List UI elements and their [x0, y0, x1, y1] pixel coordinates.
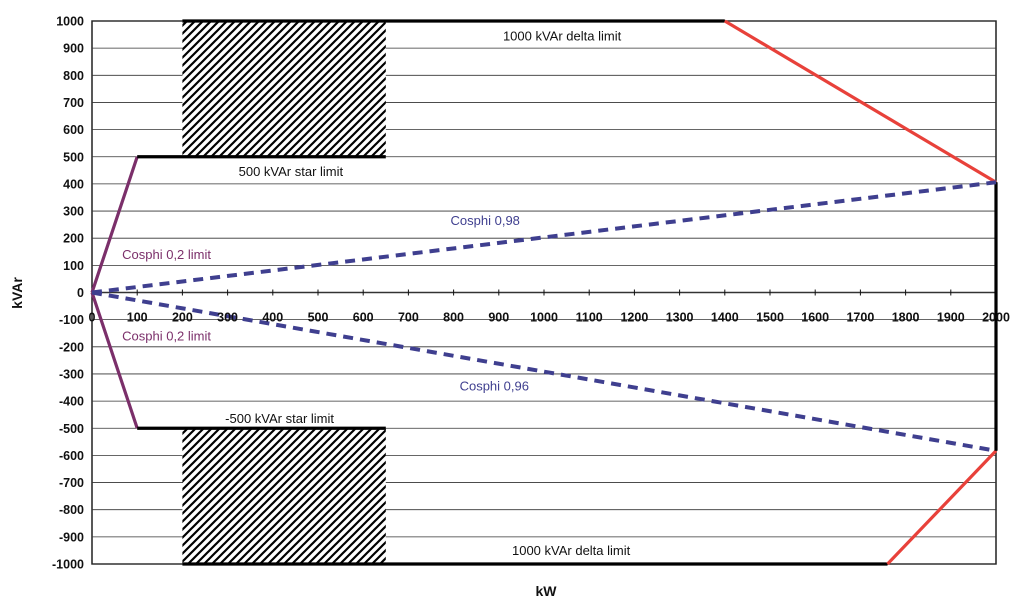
annotation-label: -500 kVAr star limit	[225, 411, 334, 426]
y-tick-label: 600	[63, 123, 84, 137]
y-tick-label: 0	[77, 286, 84, 300]
y-tick-label: -100	[59, 313, 84, 327]
hatched-region	[182, 428, 386, 564]
hatched-regions	[182, 21, 386, 564]
y-tick-label: -800	[59, 503, 84, 517]
series-red-boundary-upper	[723, 19, 997, 184]
annotation-label: 1000 kVAr delta limit	[512, 543, 631, 558]
x-tick-label: 1300	[666, 311, 694, 325]
series-cosphi-02-upper	[90, 156, 139, 294]
y-tick-label: -400	[59, 395, 84, 409]
x-tick-label: 500	[308, 311, 329, 325]
x-tick-label: 800	[443, 311, 464, 325]
annotation-label: 500 kVAr star limit	[239, 164, 344, 179]
annotation-label: Cosphi 0,98	[451, 213, 520, 228]
y-tick-label: 200	[63, 232, 84, 246]
y-tick-label: 100	[63, 259, 84, 273]
y-tick-label: -1000	[52, 558, 84, 572]
y-tick-label: 500	[63, 150, 84, 164]
x-tick-label: 1900	[937, 311, 965, 325]
x-tick-label: 900	[488, 311, 509, 325]
x-tick-label: 2000	[982, 311, 1010, 325]
annotation-label: 1000 kVAr delta limit	[503, 28, 622, 43]
y-tick-label: -600	[59, 449, 84, 463]
x-tick-label: 1000	[530, 311, 558, 325]
y-tick-label: -700	[59, 476, 84, 490]
x-tick-label: 1700	[846, 311, 874, 325]
y-tick-label: 300	[63, 205, 84, 219]
y-tick-label: -900	[59, 530, 84, 544]
y-tick-label: 400	[63, 177, 84, 191]
x-tick-label: 200	[172, 311, 193, 325]
tick-labels: 10009008007006005004003002001000-100-200…	[52, 15, 1010, 572]
y-tick-label: -500	[59, 422, 84, 436]
annotation-label: Cosphi 0,2 limit	[122, 247, 211, 262]
x-tick-label: 400	[262, 311, 283, 325]
x-tick-label: 100	[127, 311, 148, 325]
x-tick-label: 700	[398, 311, 419, 325]
y-tick-label: 800	[63, 69, 84, 83]
y-tick-label: 1000	[56, 15, 84, 29]
x-tick-label: 1800	[892, 311, 920, 325]
x-tick-label: 0	[89, 311, 96, 325]
x-axis-title: kW	[536, 583, 558, 599]
x-tick-label: 600	[353, 311, 374, 325]
hatched-region	[182, 21, 386, 157]
x-tick-label: 1200	[620, 311, 648, 325]
series-red-boundary-lower	[886, 449, 998, 566]
y-tick-label: 700	[63, 96, 84, 110]
x-tick-label: 1600	[801, 311, 829, 325]
x-tick-label: 1400	[711, 311, 739, 325]
x-tick-label: 1100	[576, 311, 603, 325]
series-cosphi-02-lower	[90, 291, 139, 429]
annotations: 1000 kVAr delta limit 500 kVAr star limit…	[122, 28, 630, 557]
x-tick-label: 1500	[756, 311, 784, 325]
series-layer	[90, 19, 998, 566]
y-tick-label: 900	[63, 42, 84, 56]
annotation-label: Cosphi 0,2 limit	[122, 328, 211, 343]
y-tick-label: -200	[59, 340, 84, 354]
x-tick-label: 300	[217, 311, 238, 325]
y-tick-label: -300	[59, 367, 84, 381]
annotation-label: Cosphi 0,96	[460, 379, 529, 394]
y-axis-title: kVAr	[9, 277, 25, 309]
